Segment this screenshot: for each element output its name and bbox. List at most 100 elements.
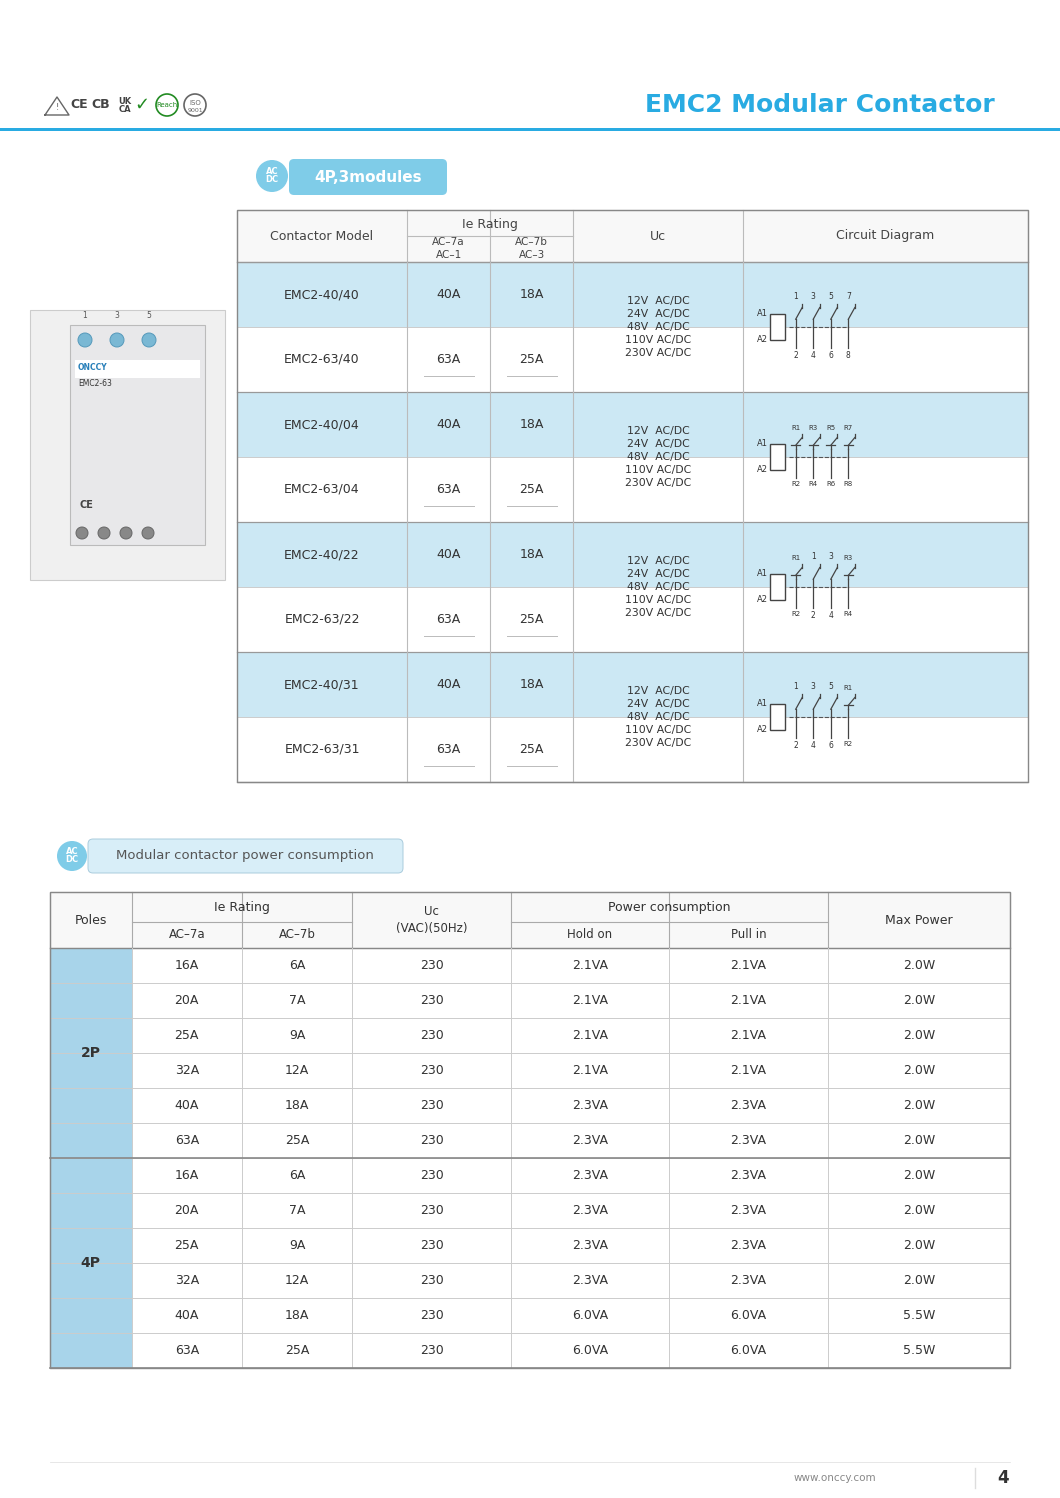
FancyBboxPatch shape bbox=[88, 839, 403, 873]
Circle shape bbox=[98, 527, 110, 539]
Text: 4: 4 bbox=[828, 611, 833, 620]
Bar bbox=[237, 587, 1028, 652]
Text: 20A: 20A bbox=[175, 995, 199, 1007]
Text: DC: DC bbox=[66, 855, 78, 864]
Text: 12V  AC/DC
24V  AC/DC
48V  AC/DC
110V AC/DC
230V AC/DC: 12V AC/DC 24V AC/DC 48V AC/DC 110V AC/DC… bbox=[625, 425, 691, 488]
Text: Poles: Poles bbox=[74, 914, 107, 926]
Text: 20A: 20A bbox=[175, 1204, 199, 1216]
Text: 18A: 18A bbox=[519, 418, 544, 431]
Text: 25A: 25A bbox=[175, 1239, 199, 1252]
Text: R3: R3 bbox=[844, 554, 853, 560]
Bar bbox=[50, 1158, 131, 1368]
Text: 63A: 63A bbox=[175, 1134, 199, 1147]
Bar bbox=[50, 1088, 1010, 1124]
Bar bbox=[237, 210, 1028, 262]
Text: 230: 230 bbox=[420, 1134, 443, 1147]
Text: 230: 230 bbox=[420, 1273, 443, 1287]
Text: Uc: Uc bbox=[650, 229, 667, 243]
Text: 40A: 40A bbox=[437, 418, 461, 431]
Text: Max Power: Max Power bbox=[885, 914, 953, 926]
Text: Power consumption: Power consumption bbox=[608, 900, 730, 914]
Text: 25A: 25A bbox=[519, 354, 544, 366]
Text: 2.3VA: 2.3VA bbox=[730, 1134, 766, 1147]
Text: 3: 3 bbox=[811, 682, 816, 691]
Text: EMC2 Modular Contactor: EMC2 Modular Contactor bbox=[646, 93, 995, 117]
Bar bbox=[75, 360, 200, 377]
Circle shape bbox=[120, 527, 132, 539]
Text: 12V  AC/DC
24V  AC/DC
48V  AC/DC
110V AC/DC
230V AC/DC: 12V AC/DC 24V AC/DC 48V AC/DC 110V AC/DC… bbox=[625, 295, 691, 358]
Text: R2: R2 bbox=[844, 742, 853, 748]
Text: 3: 3 bbox=[811, 292, 816, 301]
Text: 9001: 9001 bbox=[188, 108, 202, 112]
Text: R6: R6 bbox=[826, 481, 835, 487]
Text: 2.3VA: 2.3VA bbox=[730, 1100, 766, 1112]
Bar bbox=[50, 1124, 1010, 1158]
Text: 2.0W: 2.0W bbox=[903, 1239, 935, 1252]
Text: EMC2-40/40: EMC2-40/40 bbox=[284, 288, 360, 301]
Text: EMC2-63/22: EMC2-63/22 bbox=[284, 613, 359, 626]
Text: 2.0W: 2.0W bbox=[903, 1273, 935, 1287]
Text: AC–7a
AC–1: AC–7a AC–1 bbox=[432, 237, 465, 261]
Bar bbox=[50, 948, 1010, 983]
Text: R4: R4 bbox=[844, 611, 853, 617]
Text: AC: AC bbox=[266, 168, 279, 177]
Bar bbox=[50, 1333, 1010, 1368]
Text: 2.1VA: 2.1VA bbox=[572, 995, 608, 1007]
Text: R2: R2 bbox=[791, 481, 800, 487]
Text: 25A: 25A bbox=[519, 482, 544, 496]
Text: Hold on: Hold on bbox=[567, 929, 613, 942]
Bar bbox=[50, 983, 1010, 1019]
Text: AC–7a: AC–7a bbox=[169, 929, 206, 942]
Text: 12V  AC/DC
24V  AC/DC
48V  AC/DC
110V AC/DC
230V AC/DC: 12V AC/DC 24V AC/DC 48V AC/DC 110V AC/DC… bbox=[625, 556, 691, 619]
Text: 2.3VA: 2.3VA bbox=[730, 1239, 766, 1252]
Text: 25A: 25A bbox=[519, 743, 544, 756]
Bar bbox=[50, 891, 1010, 948]
Text: 8: 8 bbox=[846, 351, 851, 360]
Text: 2.1VA: 2.1VA bbox=[572, 1064, 608, 1077]
Text: 1: 1 bbox=[83, 312, 87, 321]
Text: Uc
(VAC)(50Hz): Uc (VAC)(50Hz) bbox=[395, 905, 467, 935]
Text: A1: A1 bbox=[757, 310, 767, 319]
Text: 1: 1 bbox=[811, 551, 815, 560]
Text: www.onccy.com: www.onccy.com bbox=[794, 1473, 877, 1483]
Text: 2.1VA: 2.1VA bbox=[572, 959, 608, 972]
Text: DC: DC bbox=[265, 175, 279, 184]
Text: 6: 6 bbox=[828, 742, 833, 750]
Bar bbox=[50, 1192, 1010, 1228]
Text: 4: 4 bbox=[997, 1470, 1009, 1488]
Bar bbox=[770, 443, 785, 470]
Text: 230: 230 bbox=[420, 1309, 443, 1323]
Text: A2: A2 bbox=[757, 596, 767, 605]
Circle shape bbox=[57, 840, 87, 870]
Bar bbox=[237, 210, 1028, 782]
Text: 2: 2 bbox=[793, 351, 798, 360]
Text: R8: R8 bbox=[844, 481, 853, 487]
Text: 6A: 6A bbox=[289, 959, 305, 972]
Text: A1: A1 bbox=[757, 439, 767, 448]
Text: CB: CB bbox=[91, 99, 110, 111]
Text: R1: R1 bbox=[791, 554, 800, 560]
Text: 2.0W: 2.0W bbox=[903, 995, 935, 1007]
Text: 1: 1 bbox=[793, 292, 798, 301]
Text: ISO: ISO bbox=[189, 100, 201, 106]
Text: EMC2-63/40: EMC2-63/40 bbox=[284, 354, 359, 366]
Text: ONCCY: ONCCY bbox=[78, 363, 108, 372]
Text: AC: AC bbox=[66, 848, 78, 857]
Text: 6: 6 bbox=[828, 351, 833, 360]
Text: 2.0W: 2.0W bbox=[903, 1204, 935, 1216]
Text: 6.0VA: 6.0VA bbox=[730, 1344, 766, 1357]
Text: EMC2-40/22: EMC2-40/22 bbox=[284, 548, 359, 560]
Text: 230: 230 bbox=[420, 1168, 443, 1182]
FancyBboxPatch shape bbox=[289, 159, 447, 195]
Text: 40A: 40A bbox=[175, 1100, 199, 1112]
Text: Contactor Model: Contactor Model bbox=[270, 229, 373, 243]
Circle shape bbox=[76, 527, 88, 539]
Text: 5: 5 bbox=[146, 312, 152, 321]
Circle shape bbox=[78, 333, 92, 348]
Text: 2.0W: 2.0W bbox=[903, 1064, 935, 1077]
Text: 12A: 12A bbox=[285, 1064, 310, 1077]
Text: 40A: 40A bbox=[437, 288, 461, 301]
Text: 3: 3 bbox=[828, 551, 833, 560]
Text: 2.3VA: 2.3VA bbox=[572, 1239, 608, 1252]
Text: 16A: 16A bbox=[175, 1168, 199, 1182]
